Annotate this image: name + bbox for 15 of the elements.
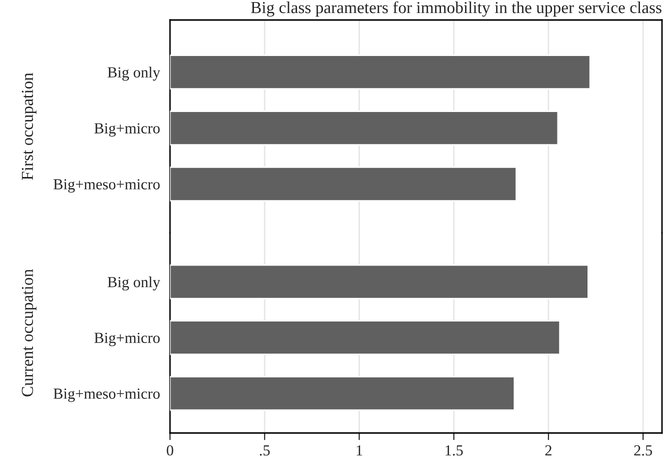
x-tick-label: 0 [166, 445, 174, 456]
chart-title: Big class parameters for immobility in the upper service class [251, 1, 662, 17]
y-tick-label: Big+micro [94, 332, 160, 346]
x-tick-label: 2.5 [634, 445, 652, 456]
x-tick-label: 1 [356, 445, 362, 456]
y-tick-label: Big+meso+micro [54, 179, 160, 193]
y-axis-title: Current occupation [22, 269, 36, 396]
x-tick-label: .5 [260, 445, 270, 456]
y-tick-label: Big only [108, 276, 160, 290]
y-tick-label: Big only [108, 66, 160, 81]
x-tick-label: 2 [545, 445, 552, 456]
y-tick-label: Big+meso+micro [54, 388, 160, 402]
y-tick-label: Big+micro [94, 123, 160, 137]
y-axis-title: First occupation [22, 72, 36, 180]
x-tick-label: 1.5 [446, 445, 463, 456]
